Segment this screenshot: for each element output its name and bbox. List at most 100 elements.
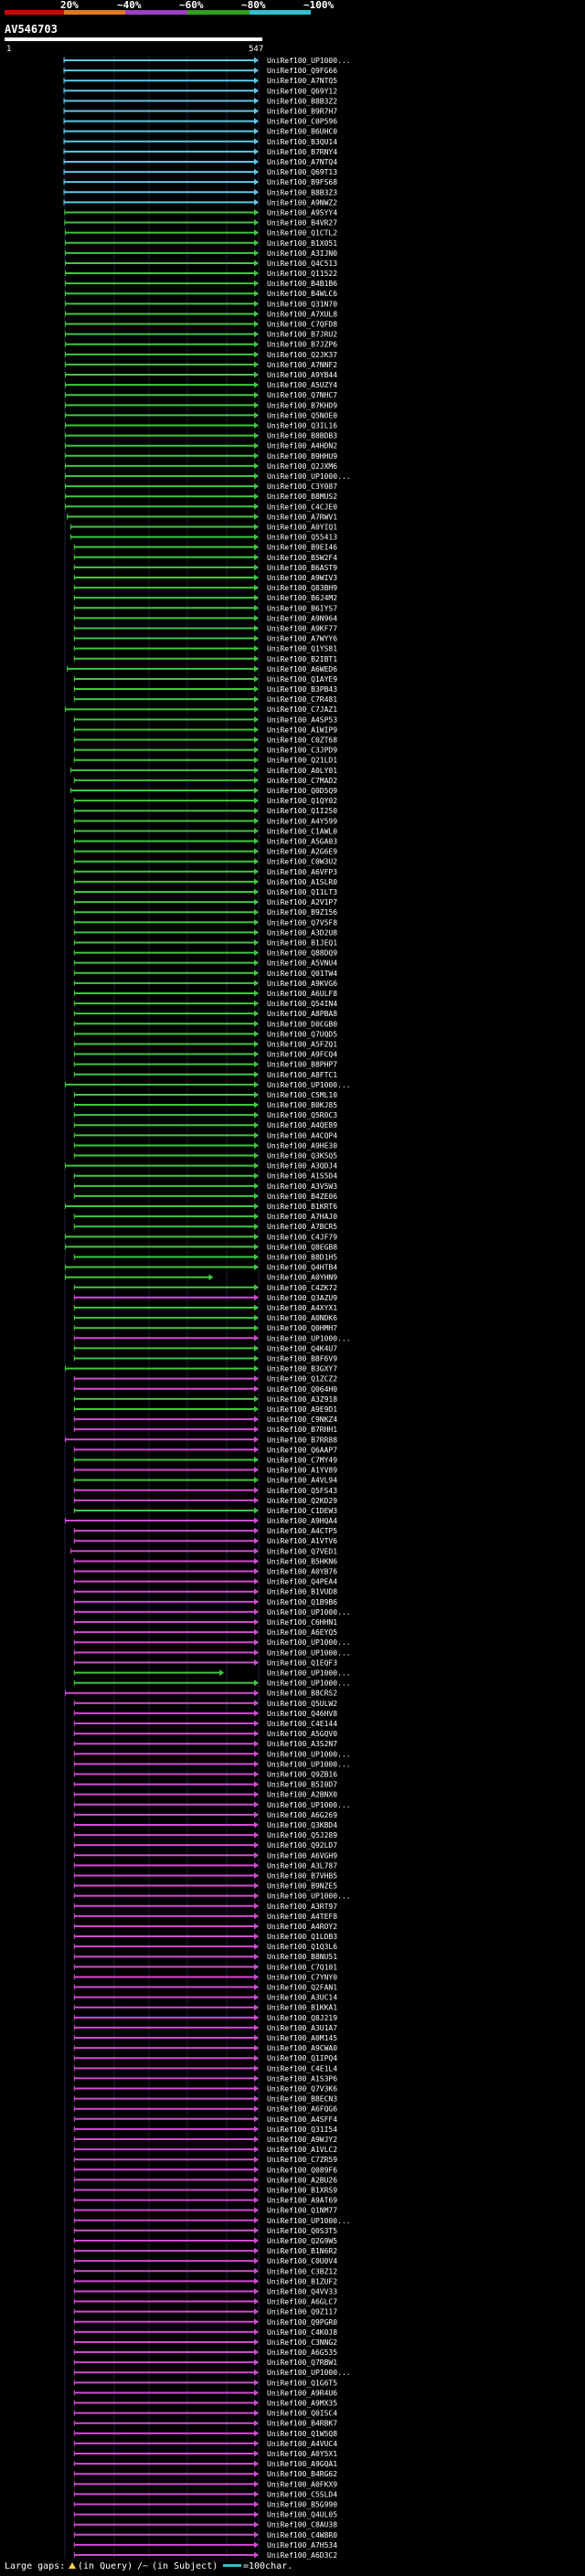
hit-label[interactable]: UniRef100_C7JAZ1 (267, 705, 337, 714)
hit-label[interactable]: UniRef100_C4K0J8 (267, 2328, 337, 2337)
hit-row[interactable]: UniRef100_Q1W5Q8 (73, 2430, 337, 2438)
hit-row[interactable]: UniRef100_B8NU51 (73, 1953, 337, 1961)
hit-label[interactable]: UniRef100_Q1QY02 (267, 797, 337, 805)
hit-row[interactable]: UniRef100_C3NNG2 (73, 2338, 337, 2347)
hit-label[interactable]: UniRef100_A3IJN0 (267, 249, 337, 258)
hit-row[interactable]: UniRef100_A4ROY2 (73, 1923, 337, 1931)
hit-label[interactable]: UniRef100_Q2JK37 (267, 351, 337, 359)
hit-label[interactable]: UniRef100_A5UZY4 (267, 381, 337, 389)
hit-label[interactable]: UniRef100_UP1000... (267, 2369, 351, 2377)
hit-label[interactable]: UniRef100_A5GA03 (267, 838, 337, 846)
hit-row[interactable]: UniRef100_Q4VV33 (73, 2287, 337, 2295)
hit-label[interactable]: UniRef100_A3V5W3 (267, 1182, 337, 1191)
hit-row[interactable]: UniRef100_Q69T13 (63, 168, 337, 176)
hit-label[interactable]: UniRef100_C7QFD8 (267, 321, 337, 329)
hit-row[interactable]: UniRef100_C7Q101 (73, 1963, 337, 1971)
hit-label[interactable]: UniRef100_Q31N70 (267, 300, 337, 308)
hit-row[interactable]: UniRef100_C9NKZ4 (73, 1415, 337, 1424)
hit-row[interactable]: UniRef100_B6AST9 (73, 564, 337, 572)
hit-label[interactable]: UniRef100_Q1ZCZ2 (267, 1375, 337, 1383)
hit-row[interactable]: UniRef100_B7RR88 (65, 1436, 338, 1444)
hit-label[interactable]: UniRef100_Q83BH9 (267, 584, 337, 592)
hit-row[interactable]: UniRef100_A9YB44 (65, 371, 338, 379)
hit-label[interactable]: UniRef100_UP1000... (267, 1638, 351, 1647)
hit-row[interactable]: UniRef100_B8ECN3 (73, 2095, 337, 2104)
hit-label[interactable]: UniRef100_A4HDN2 (267, 442, 337, 451)
hit-label[interactable]: UniRef100_B1XRS9 (267, 2186, 337, 2194)
hit-row[interactable]: UniRef100_A3S2N7 (73, 1740, 337, 1748)
hit-row[interactable]: UniRef100_B1JEQ1 (73, 938, 337, 947)
hit-row[interactable]: UniRef100_A0NDK6 (73, 1314, 337, 1322)
hit-row[interactable]: UniRef100_A9WJY2 (73, 2136, 337, 2144)
hit-label[interactable]: UniRef100_C7YNY0 (267, 1973, 337, 1981)
hit-row[interactable]: UniRef100_Q5J289 (73, 1831, 337, 1839)
hit-row[interactable]: UniRef100_B1XRS9 (73, 2186, 337, 2194)
hit-row[interactable]: UniRef100_Q1EQF3 (73, 1659, 337, 1667)
hit-row[interactable]: UniRef100_B7VHB5 (73, 1871, 337, 1880)
hit-label[interactable]: UniRef100_Q88DQ9 (267, 949, 337, 958)
hit-row[interactable]: UniRef100_C1AWL0 (73, 827, 337, 835)
hit-row[interactable]: UniRef100_Q7VED1 (69, 1547, 337, 1555)
hit-label[interactable]: UniRef100_Q064H0 (267, 1385, 337, 1394)
hit-label[interactable]: UniRef100_A8FTC1 (267, 1071, 337, 1079)
hit-row[interactable]: UniRef100_A6GLC7 (73, 2298, 337, 2306)
hit-row[interactable]: UniRef100_A4SFF4 (73, 2115, 337, 2124)
hit-label[interactable]: UniRef100_A0M145 (267, 2034, 337, 2042)
hit-label[interactable]: UniRef100_C7ZR59 (267, 2156, 337, 2164)
hit-label[interactable]: UniRef100_A7H534 (267, 2541, 337, 2549)
hit-row[interactable]: UniRef100_Q1CTL2 (65, 229, 338, 238)
hit-row[interactable]: UniRef100_A1S5D4 (73, 1172, 337, 1181)
hit-row[interactable]: UniRef100_Q3AZU9 (73, 1294, 337, 1302)
hit-row[interactable]: UniRef100_A7NTQ4 (63, 158, 337, 166)
hit-row[interactable]: UniRef100_Q7V5F8 (73, 918, 337, 927)
hit-row[interactable]: UniRef100_C7QFD8 (65, 321, 338, 329)
hit-label[interactable]: UniRef100_C0P596 (267, 118, 337, 126)
hit-row[interactable]: UniRef100_B9Z156 (73, 908, 337, 917)
hit-label[interactable]: UniRef100_B6UHC0 (267, 128, 337, 136)
hit-label[interactable]: UniRef100_Q1B9B6 (267, 1598, 337, 1606)
hit-row[interactable]: UniRef100_C5ML10 (73, 1091, 337, 1099)
hit-label[interactable]: UniRef100_A4CTP5 (267, 1527, 337, 1535)
hit-row[interactable]: UniRef100_C4W8R0 (73, 2531, 337, 2539)
hit-label[interactable]: UniRef100_B8F6V9 (267, 1354, 337, 1362)
hit-row[interactable]: UniRef100_B5G990 (73, 2501, 337, 2509)
hit-row[interactable]: UniRef100_A9N964 (73, 614, 337, 622)
hit-label[interactable]: UniRef100_A9N964 (267, 614, 337, 622)
hit-label[interactable]: UniRef100_Q11LT3 (267, 888, 337, 896)
hit-row[interactable]: UniRef100_Q2KD29 (73, 1497, 337, 1505)
hit-row[interactable]: UniRef100_A9WIV3 (73, 574, 337, 582)
hit-row[interactable]: UniRef100_A1YV89 (73, 1467, 337, 1475)
hit-label[interactable]: UniRef100_A4XYX1 (267, 1304, 337, 1312)
hit-row[interactable]: UniRef100_B1X051 (65, 239, 338, 248)
hit-row[interactable]: UniRef100_B4RG62 (73, 2470, 337, 2478)
hit-row[interactable]: UniRef100_Q1G6T5 (73, 2379, 337, 2387)
hit-label[interactable]: UniRef100_B4WLC6 (267, 290, 337, 298)
hit-label[interactable]: UniRef100_B8ECN3 (267, 2095, 337, 2104)
hit-row[interactable]: UniRef100_Q1YS81 (73, 645, 337, 653)
hit-row[interactable]: UniRef100_Q21LD1 (73, 757, 337, 765)
hit-row[interactable]: UniRef100_UP1000... (73, 1648, 351, 1657)
hit-row[interactable]: UniRef100_A5VNU4 (73, 959, 337, 968)
hit-label[interactable]: UniRef100_Q1W5Q8 (267, 2430, 337, 2438)
hit-label[interactable]: UniRef100_A0FKX9 (267, 2480, 337, 2488)
hit-row[interactable]: UniRef100_A1VTV6 (73, 1537, 337, 1545)
hit-row[interactable]: UniRef100_C5SLD4 (73, 2490, 337, 2498)
hit-label[interactable]: UniRef100_A9HE30 (267, 1141, 337, 1150)
hit-row[interactable]: UniRef100_Q83BH9 (73, 584, 337, 592)
hit-label[interactable]: UniRef100_Q8EGB8 (267, 1243, 337, 1251)
hit-label[interactable]: UniRef100_A9E9D1 (267, 1405, 337, 1414)
hit-label[interactable]: UniRef100_Q7RBW1 (267, 2359, 337, 2367)
hit-row[interactable]: UniRef100_A6EYQ5 (73, 1628, 337, 1637)
hit-label[interactable]: UniRef100_C7MY49 (267, 1456, 337, 1464)
hit-row[interactable]: UniRef100_A8FTC1 (73, 1071, 337, 1079)
hit-row[interactable]: UniRef100_A3IJN0 (65, 249, 338, 258)
hit-label[interactable]: UniRef100_B9R7H7 (267, 107, 337, 115)
hit-label[interactable]: UniRef100_A0LY01 (267, 767, 337, 775)
hit-label[interactable]: UniRef100_Q1LDB3 (267, 1933, 337, 1941)
hit-row[interactable]: UniRef100_A4TEF8 (73, 1913, 337, 1921)
hit-label[interactable]: UniRef100_Q1CTL2 (267, 229, 337, 238)
hit-row[interactable]: UniRef100_Q4PEA4 (73, 1578, 337, 1586)
hit-label[interactable]: UniRef100_A3S2N7 (267, 1740, 337, 1748)
hit-row[interactable]: UniRef100_A4SP53 (73, 716, 337, 724)
hit-row[interactable]: UniRef100_B5HKN6 (73, 1557, 337, 1565)
